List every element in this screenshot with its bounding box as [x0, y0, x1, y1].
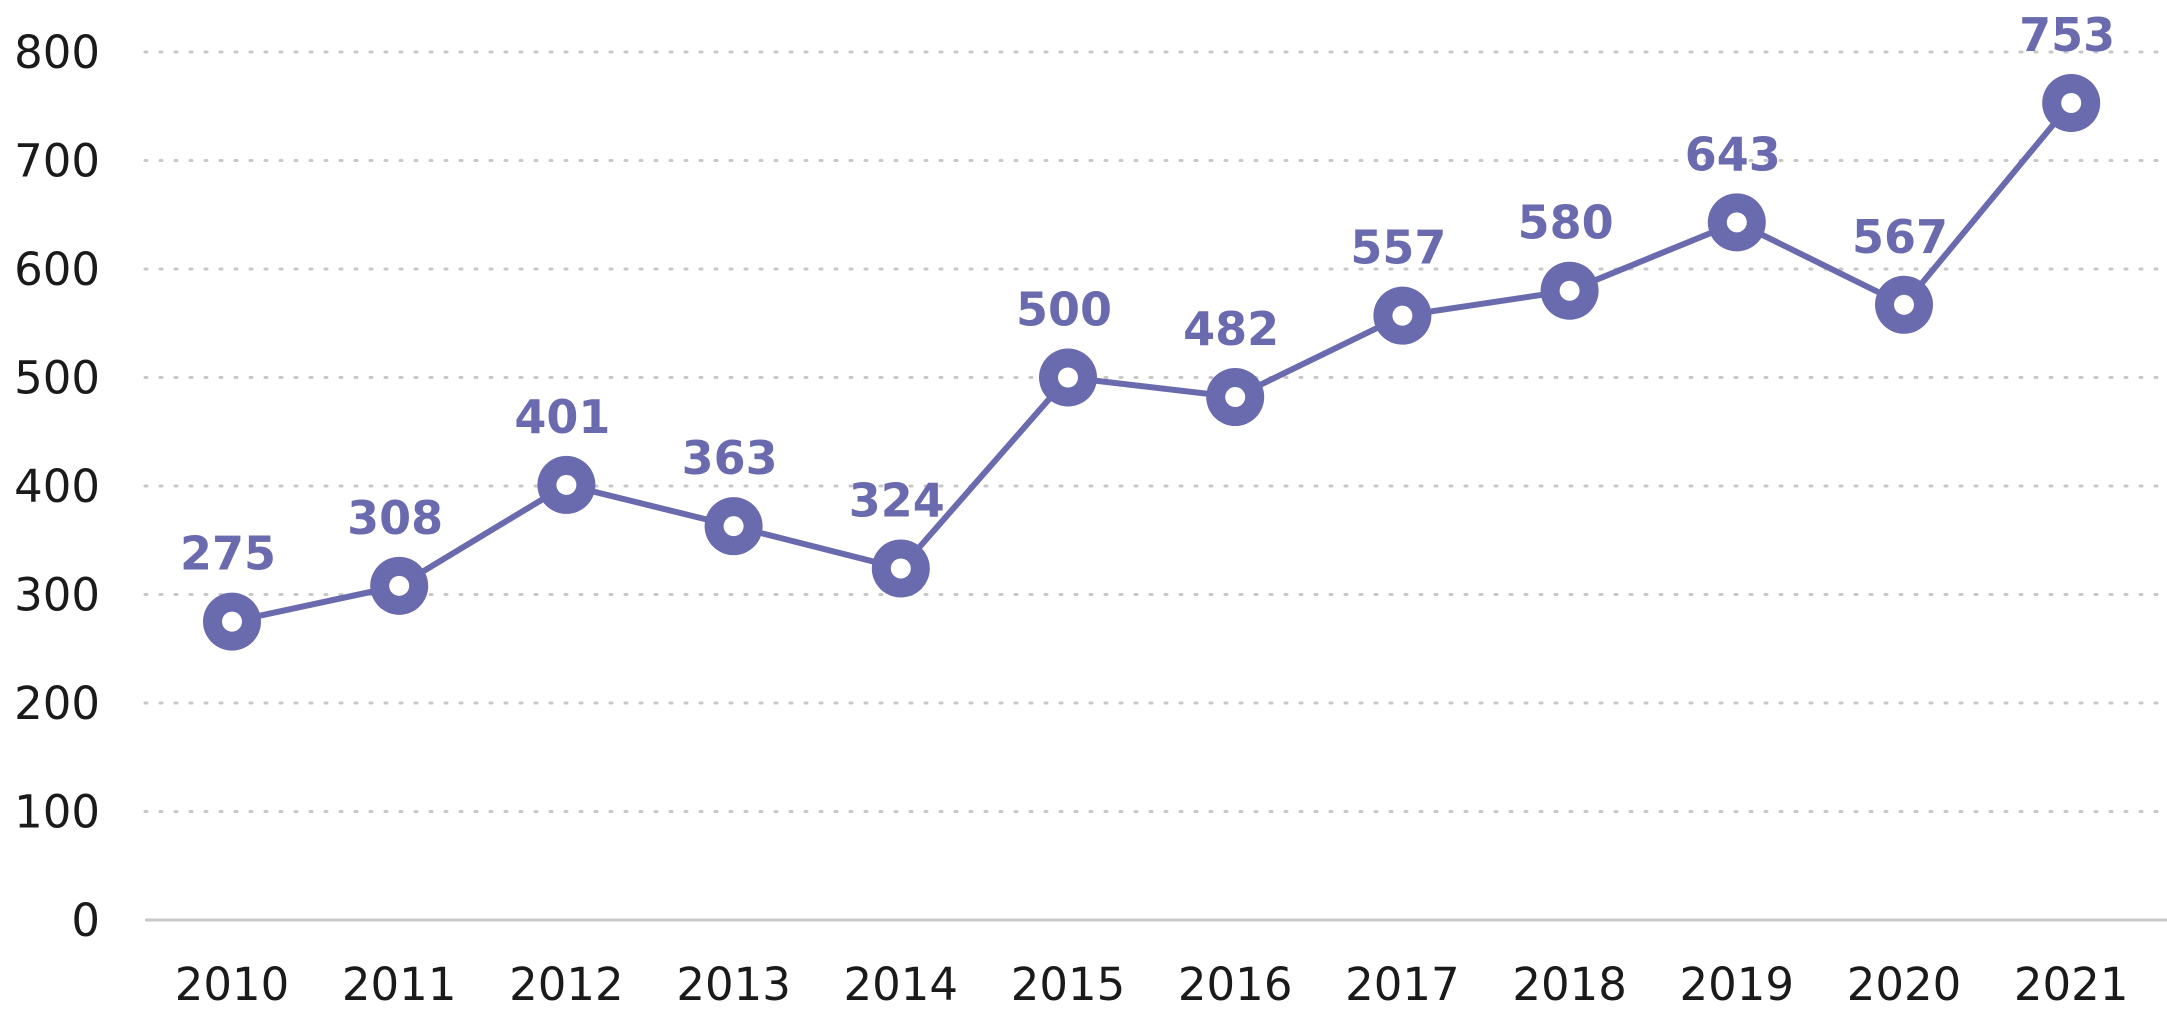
x-tick-label: 2021	[2014, 958, 2129, 1011]
data-point-marker-center	[1225, 387, 1246, 408]
data-labels: 275 308 401 363 324 500 482 557 580 643 567 753	[180, 8, 2115, 581]
data-point	[1206, 368, 1265, 427]
data-point-marker-center	[723, 516, 744, 537]
x-tick-label: 2020	[1847, 958, 1962, 1011]
data-point	[1875, 275, 1933, 334]
y-tick-label: 200	[14, 677, 100, 730]
data-point-marker-center	[222, 611, 242, 632]
data-point-marker-center	[890, 558, 911, 579]
y-tick-label: 400	[14, 460, 100, 513]
data-point-marker-center	[1058, 367, 1078, 388]
x-tick-label: 2017	[1345, 958, 1460, 1011]
x-tick-label: 2018	[1512, 958, 1627, 1011]
data-label: 324	[849, 473, 945, 527]
y-axis: 0 100 200 300 400 500 600 700 800	[14, 26, 100, 947]
data-point-marker-center	[389, 575, 410, 596]
x-tick-label: 2014	[844, 958, 959, 1011]
y-tick-label: 100	[14, 786, 100, 839]
data-label: 482	[1183, 302, 1279, 356]
data-point	[1373, 286, 1432, 345]
x-tick-label: 2012	[509, 958, 624, 1011]
data-point	[203, 592, 261, 651]
data-point	[537, 455, 596, 514]
data-label: 500	[1016, 283, 1112, 337]
data-point	[1039, 348, 1097, 407]
series	[203, 73, 2101, 651]
data-point	[1707, 193, 1766, 252]
x-tick-label: 2013	[676, 958, 791, 1011]
data-label: 580	[1518, 196, 1614, 250]
data-point	[704, 497, 763, 556]
data-label: 275	[180, 527, 276, 581]
x-tick-label: 2011	[342, 958, 457, 1011]
x-tick-label: 2019	[1680, 958, 1795, 1011]
y-tick-label: 700	[14, 135, 100, 188]
data-point-marker-center	[2061, 92, 2082, 113]
x-axis: 2010 2011 2012 2013 2014 2015 2016 2017 2018 2019…	[175, 958, 2129, 1011]
data-label: 308	[347, 491, 443, 545]
data-point-marker-center	[1559, 280, 1580, 301]
data-point-marker-center	[1392, 305, 1413, 326]
data-label: 643	[1685, 127, 1781, 181]
series-line	[231, 101, 2074, 625]
x-tick-label: 2016	[1178, 958, 1293, 1011]
data-label: 363	[682, 431, 778, 485]
data-point-marker-center	[1726, 212, 1747, 233]
y-tick-label: 500	[14, 352, 100, 405]
data-label: 557	[1350, 221, 1446, 275]
data-label: 567	[1852, 210, 1948, 264]
gridlines	[143, 50, 2167, 922]
y-tick-label: 300	[14, 569, 100, 622]
x-tick-label: 2010	[175, 958, 290, 1011]
data-label: 753	[2019, 8, 2115, 62]
data-label: 401	[514, 390, 610, 444]
data-point	[1540, 261, 1599, 320]
y-tick-label: 0	[71, 894, 100, 947]
data-point-marker-center	[556, 474, 577, 495]
y-tick-label: 800	[14, 26, 100, 79]
x-tick-label: 2015	[1011, 958, 1126, 1011]
data-point-marker-center	[1894, 294, 1914, 315]
data-point	[2042, 73, 2101, 132]
y-tick-label: 600	[14, 243, 100, 296]
data-point	[370, 556, 429, 615]
data-point	[871, 539, 930, 598]
